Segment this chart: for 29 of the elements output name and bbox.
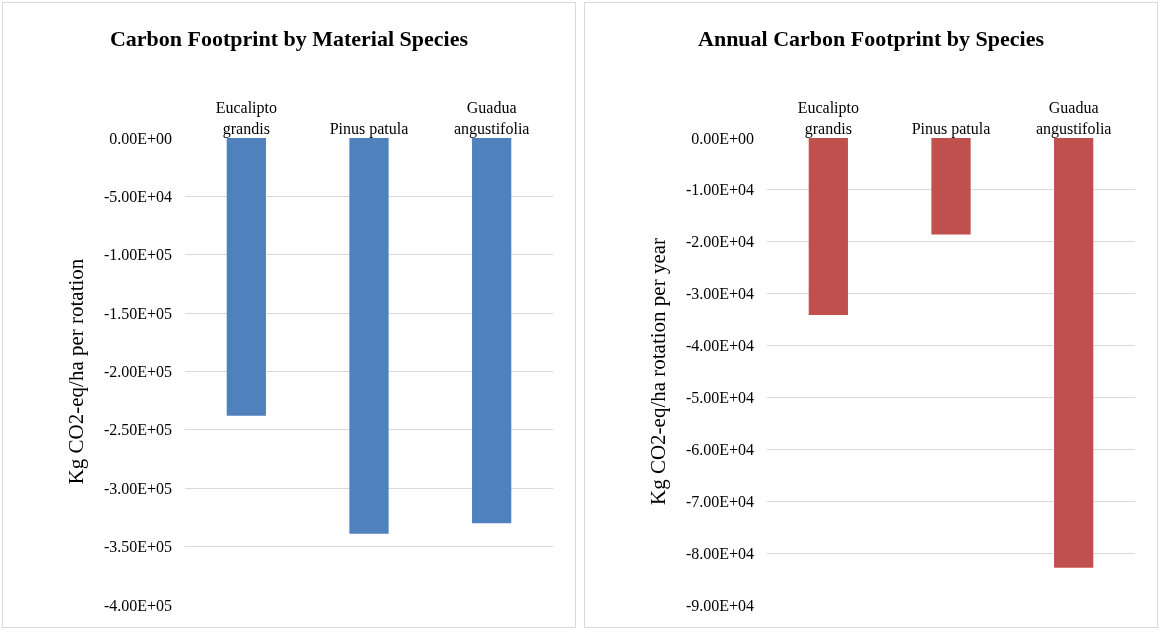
y-tick-label: -1.00E+05 (103, 246, 172, 264)
y-tick-label: -3.00E+05 (103, 479, 172, 497)
y-tick-label: 0.00E+00 (691, 129, 754, 147)
y-tick-label: -5.00E+04 (685, 389, 754, 407)
chart-title: Annual Carbon Footprint by Species (698, 26, 1045, 52)
y-tick-label: -3.50E+05 (103, 538, 172, 556)
y-tick-label: -4.00E+05 (103, 596, 172, 614)
y-tick-label: -2.00E+04 (685, 233, 754, 251)
y-tick-label: -1.00E+04 (685, 181, 754, 199)
y-tick-label: 0.00E+00 (109, 129, 172, 147)
y-axis-title: Kg CO2-eq/ha per rotation (64, 258, 89, 485)
x-tick-label: Guadua angustifolia (1035, 99, 1112, 138)
y-tick-label: -8.00E+04 (685, 544, 754, 562)
y-tick-label: -5.00E+04 (103, 187, 172, 205)
x-tick-label: Pinus patula (329, 119, 409, 138)
y-tick-label: -1.50E+05 (103, 304, 172, 322)
chart-title: Carbon Footprint by Material Species (109, 26, 469, 52)
y-axis-title: Kg CO2-eq/ha rotation per year (646, 237, 671, 506)
y-tick-label: -7.00E+04 (685, 492, 754, 510)
y-tick-label: -3.00E+04 (685, 285, 754, 303)
x-tick-label: Guadua angustifolia (453, 99, 530, 138)
y-tick-label: -9.00E+04 (685, 596, 754, 614)
x-tick-label: Eucalipto grandis (215, 99, 277, 138)
y-tick-label: -2.50E+05 (103, 421, 172, 439)
x-tick-label: Eucalipto grandis (797, 99, 859, 138)
y-tick-label: -6.00E+04 (685, 440, 754, 458)
x-tick-label: Pinus patula (911, 119, 991, 138)
y-tick-label: -2.00E+05 (103, 363, 172, 381)
y-tick-label: -4.00E+04 (685, 337, 754, 355)
